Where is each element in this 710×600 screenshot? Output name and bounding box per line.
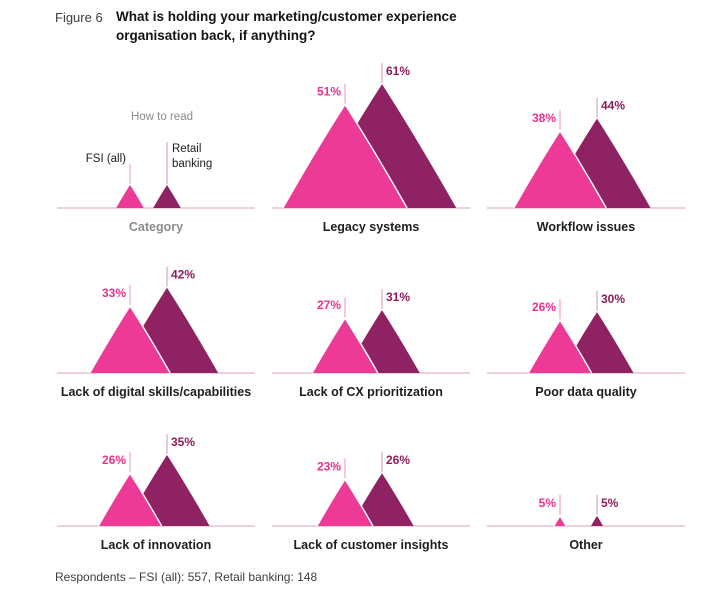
chart-lack-of-customer-insights: 26% 23%	[272, 452, 470, 527]
retail-value-label: 26%	[386, 453, 410, 467]
legend-category-label: Category	[128, 220, 184, 234]
chart-legacy-systems: 61% 51%	[272, 63, 470, 209]
legend-cell: How to read FSI (all) Retail banking	[57, 111, 255, 209]
retail-value-label: 35%	[171, 435, 195, 449]
fsi-peak-edge	[311, 316, 379, 374]
chart-workflow-issues: 44% 38%	[487, 97, 685, 209]
fsi-peak	[513, 130, 607, 208]
fsi-peak	[553, 515, 567, 526]
chart-lack-of-digital-skills-capabilities: 42% 33%	[57, 266, 255, 374]
retail-value-label: 61%	[386, 64, 410, 78]
chart-other: 5% 5%	[487, 494, 685, 527]
category-label: Legacy systems	[322, 220, 420, 234]
chart-lack-of-cx-prioritization: 31% 27%	[272, 289, 470, 374]
fsi-peak	[528, 320, 592, 373]
fsi-value-label: 26%	[102, 453, 126, 467]
category-label: Lack of CX prioritization	[299, 385, 443, 399]
fsi-peak-edge	[513, 129, 607, 209]
fsi-value-label: 5%	[539, 496, 557, 510]
fsi-peak-edge	[89, 304, 171, 374]
category-label: Lack of customer insights	[293, 538, 449, 552]
fsi-peak-edge	[282, 103, 408, 209]
category-label: Poor data quality	[535, 385, 637, 399]
retail-value-label: 42%	[171, 268, 195, 282]
fsi-value-label: 33%	[102, 286, 126, 300]
fsi-peak	[98, 473, 162, 526]
fsi-peak-edge	[316, 478, 374, 527]
chart-poor-data-quality: 30% 26%	[487, 291, 685, 374]
retail-value-label: 44%	[601, 99, 625, 113]
legend-fsi-label: FSI (all)	[86, 153, 126, 165]
legend-retail-triangle	[153, 185, 181, 208]
legend-retail-label: Retail banking	[172, 143, 212, 170]
retail-peak	[590, 515, 604, 526]
fsi-peak	[312, 318, 378, 373]
figure-number: Figure 6	[55, 10, 103, 25]
fsi-peak-edge	[553, 514, 567, 527]
fsi-peak-edge	[97, 471, 163, 527]
fsi-value-label: 27%	[317, 298, 341, 312]
fsi-value-label: 23%	[317, 459, 341, 473]
fsi-peak	[89, 306, 171, 373]
category-label: Other	[569, 538, 603, 552]
category-label: Workflow issues	[536, 220, 636, 234]
category-label: Lack of digital skills/capabilities	[60, 385, 252, 399]
legend-fsi-triangle	[116, 185, 144, 208]
fsi-peak	[282, 104, 408, 208]
fsi-peak	[316, 479, 374, 526]
figure-title: What is holding your marketing/customer …	[116, 9, 457, 43]
legend-heading: How to read	[131, 111, 193, 123]
respondents-note: Respondents – FSI (all): 557, Retail ban…	[55, 570, 318, 584]
retail-value-label: 31%	[386, 290, 410, 304]
fsi-value-label: 26%	[532, 300, 556, 314]
category-label: Lack of innovation	[100, 538, 212, 552]
fsi-value-label: 38%	[532, 111, 556, 125]
fsi-value-label: 51%	[317, 84, 341, 98]
retail-value-label: 30%	[601, 292, 625, 306]
fsi-peak-edge	[527, 318, 593, 374]
retail-value-label: 5%	[601, 496, 619, 510]
chart-lack-of-innovation: 35% 26%	[57, 433, 255, 527]
